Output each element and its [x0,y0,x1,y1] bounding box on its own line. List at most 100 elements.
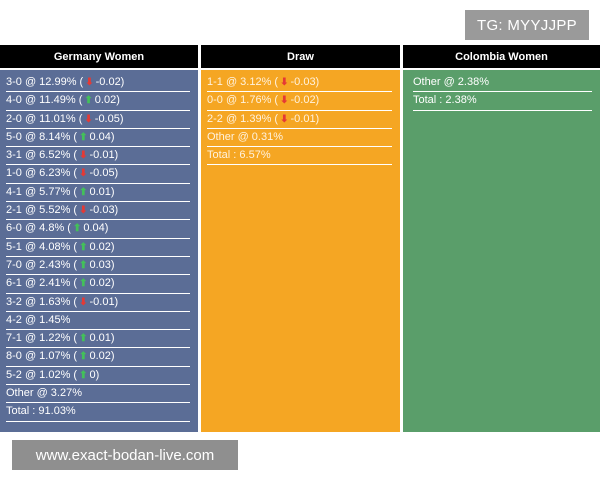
change-text: 0) [89,368,100,381]
score-row: 3-2 @ 1.63% (⬇ -0.01) [6,294,190,312]
score-text: Other @ 3.27% [6,387,82,400]
arrow-up-icon: ⬆ [84,95,93,107]
score-row: Total : 2.38% [413,92,592,111]
column-header-germany: Germany Women [0,45,198,68]
score-text: 2-1 @ 5.52% ( [6,204,78,217]
score-text: Total : 2.38% [413,94,477,107]
score-text: 4-2 @ 1.45% [6,313,71,326]
score-text: 4-1 @ 5.77% ( [6,185,78,198]
score-row: 1-0 @ 6.23% (⬇ -0.05) [6,165,190,184]
score-text: Other @ 2.38% [413,76,489,88]
change-text: 0.02) [89,277,115,290]
arrow-up-icon: ⬆ [79,259,88,271]
arrow-down-icon: ⬇ [79,296,88,308]
score-row: Other @ 2.38% [413,74,592,93]
website-watermark: www.exact-bodan-live.com [12,440,238,470]
arrow-up-icon: ⬆ [79,278,88,290]
column-germany-women: Germany Women 3-0 @ 12.99% (⬇ -0.02) 4-0 @… [0,45,198,432]
change-text: -0.05) [89,167,119,180]
arrow-down-icon: ⬇ [280,77,289,88]
change-text: -0.01) [89,295,119,308]
column-body-draw: 1-1 @ 3.12% (⬇ -0.03) 0-0 @ 1.76% (⬇ -0.02)… [201,70,400,432]
score-text: 8-0 @ 1.07% ( [6,350,78,363]
change-text: 0.04) [83,222,109,235]
score-row: 1-1 @ 3.12% (⬇ -0.03) [207,74,392,93]
score-text: 6-1 @ 2.41% ( [6,277,78,290]
change-text: -0.03) [290,76,320,88]
change-text: 0.02) [89,240,115,253]
score-row: 5-2 @ 1.02% (⬆ 0) [6,367,190,386]
score-text: Other @ 0.31% [207,130,283,143]
score-row: 5-1 @ 4.08% (⬆ 0.02) [6,239,190,257]
score-row: 7-0 @ 2.43% (⬆ 0.03) [6,257,190,276]
arrow-down-icon: ⬇ [280,113,289,125]
column-header-draw: Draw [201,45,400,68]
change-text: -0.05) [94,112,124,125]
score-row: 2-0 @ 11.01% (⬇ -0.05) [6,111,190,129]
score-probability-board: Germany Women 3-0 @ 12.99% (⬇ -0.02) 4-0 @… [0,45,600,432]
score-row: 2-2 @ 1.39% (⬇ -0.01) [207,111,392,129]
score-text: 3-0 @ 12.99% ( [6,76,84,88]
arrow-down-icon: ⬇ [79,168,88,180]
arrow-up-icon: ⬆ [79,351,88,363]
score-row: 0-0 @ 1.76% (⬇ -0.02) [207,92,392,111]
score-text: 5-0 @ 8.14% ( [6,130,78,143]
score-text: 2-2 @ 1.39% ( [207,112,279,125]
change-text: -0.03) [89,204,119,217]
score-text: 4-0 @ 11.49% ( [6,94,83,107]
change-text: -0.02) [290,94,320,107]
score-row: 3-1 @ 6.52% (⬇ -0.01) [6,147,190,166]
column-body-germany: 3-0 @ 12.99% (⬇ -0.02) 4-0 @ 11.49% (⬆ 0.02… [0,70,198,432]
telegram-badge: TG: MYYJJPP [465,10,589,40]
score-text: 1-0 @ 6.23% ( [6,167,78,180]
change-text: 0.03) [89,258,115,271]
change-text: -0.02) [95,76,125,88]
arrow-up-icon: ⬆ [79,186,88,198]
score-row: 7-1 @ 1.22% (⬆ 0.01) [6,330,190,349]
score-row: 6-0 @ 4.8% (⬆ 0.04) [6,220,190,239]
score-text: 5-2 @ 1.02% ( [6,368,78,381]
arrow-up-icon: ⬆ [79,333,88,345]
arrow-down-icon: ⬇ [79,150,88,162]
column-header-colombia: Colombia Women [403,45,600,68]
score-row: 4-1 @ 5.77% (⬆ 0.01) [6,184,190,203]
score-text: 3-1 @ 6.52% ( [6,149,78,162]
score-text: 7-1 @ 1.22% ( [6,332,78,345]
score-row: 8-0 @ 1.07% (⬆ 0.02) [6,348,190,367]
change-text: 0.02) [89,350,115,363]
score-text: 7-0 @ 2.43% ( [6,258,78,271]
score-text: 5-1 @ 4.08% ( [6,240,78,253]
arrow-up-icon: ⬆ [79,241,88,253]
arrow-down-icon: ⬇ [85,77,94,88]
score-row: 4-2 @ 1.45% [6,312,190,331]
arrow-up-icon: ⬆ [79,131,88,143]
change-text: 0.02) [94,94,120,107]
score-row: 2-1 @ 5.52% (⬇ -0.03) [6,202,190,221]
score-text: 3-2 @ 1.63% ( [6,295,78,308]
change-text: 0.04) [89,130,115,143]
score-row: 6-1 @ 2.41% (⬆ 0.02) [6,275,190,294]
arrow-up-icon: ⬆ [79,369,88,381]
arrow-down-icon: ⬇ [280,95,289,107]
score-text: Total : 91.03% [6,405,76,418]
score-row: Other @ 3.27% [6,385,190,404]
change-text: 0.01) [89,332,115,345]
change-text: 0.01) [89,185,115,198]
change-text: -0.01) [290,112,320,125]
score-text: 1-1 @ 3.12% ( [207,76,279,88]
arrow-down-icon: ⬇ [79,205,88,217]
score-row: Total : 6.57% [207,147,392,166]
score-text: 2-0 @ 11.01% ( [6,112,83,125]
score-row: 4-0 @ 11.49% (⬆ 0.02) [6,92,190,111]
column-draw: Draw 1-1 @ 3.12% (⬇ -0.03) 0-0 @ 1.76% (⬇ -… [201,45,400,432]
score-row: 3-0 @ 12.99% (⬇ -0.02) [6,74,190,93]
column-colombia-women: Colombia Women Other @ 2.38% Total : 2.38… [403,45,600,432]
column-body-colombia: Other @ 2.38% Total : 2.38% [403,70,600,432]
score-text: Total : 6.57% [207,149,271,162]
score-row: Total : 91.03% [6,403,190,422]
arrow-down-icon: ⬇ [84,113,93,125]
score-row: Other @ 0.31% [207,129,392,148]
score-text: 0-0 @ 1.76% ( [207,94,279,107]
score-row: 5-0 @ 8.14% (⬆ 0.04) [6,129,190,148]
score-text: 6-0 @ 4.8% ( [6,222,71,235]
